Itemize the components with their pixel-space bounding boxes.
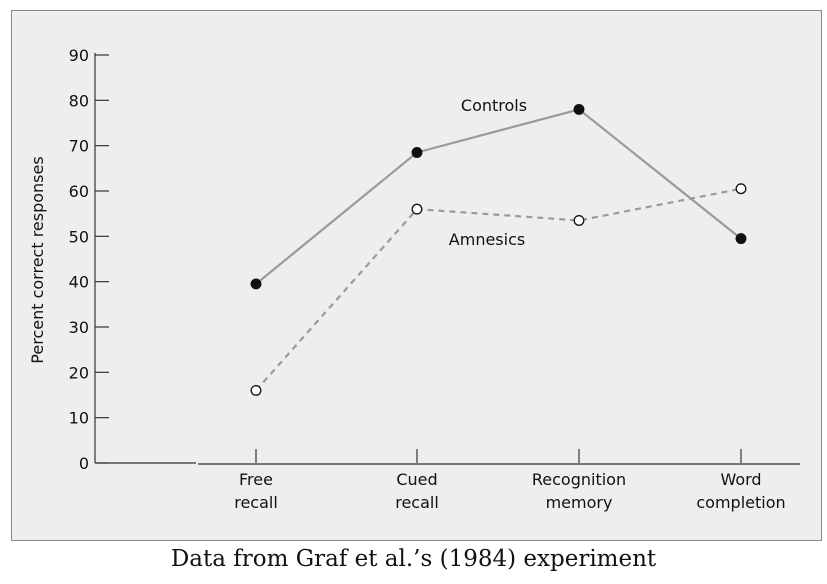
y-tick-label-0: 0	[79, 454, 89, 473]
y-tick-label-40: 40	[69, 273, 89, 292]
y-tick-label-80: 80	[69, 91, 89, 110]
point-controls-1	[411, 147, 423, 158]
y-tick-label-90: 90	[69, 46, 89, 65]
figure-caption: Data from Graf et al.’s (1984) experimen…	[170, 546, 657, 572]
x-category-label-2-1: memory	[546, 493, 613, 512]
point-amnesics-3	[735, 183, 747, 195]
x-category-label-0-1: recall	[234, 493, 278, 512]
chart-labels: 0 10 20 30 40 50 60 70 80 90 Percent correct respo…	[28, 46, 786, 512]
x-category-label-0-0: Free	[239, 470, 273, 489]
y-tick-label-20: 20	[69, 363, 89, 382]
point-controls-3	[735, 233, 747, 245]
x-category-label-1-1: recall	[395, 493, 439, 512]
y-tick-label-60: 60	[69, 182, 89, 201]
y-tick-label-30: 30	[69, 318, 89, 337]
y-axis-title: Percent correct responses	[28, 156, 47, 363]
series-line-controls	[255, 108, 742, 285]
series-lines	[255, 108, 742, 392]
y-tick-label-70: 70	[69, 137, 89, 156]
x-category-label-3-1: completion	[696, 493, 785, 512]
point-amnesics-0	[250, 385, 262, 396]
point-amnesics-2	[573, 215, 585, 226]
series-points	[250, 103, 747, 396]
line-chart: 0 10 20 30 40 50 60 70 80 90 Percent correct respo…	[28, 46, 800, 512]
point-amnesics-1	[411, 203, 423, 215]
y-tick-label-10: 10	[69, 409, 89, 428]
y-tick-label-50: 50	[69, 227, 89, 246]
series-line-amnesics	[255, 187, 742, 392]
point-controls-0	[250, 278, 262, 290]
x-category-label-3-0: Word	[720, 470, 761, 489]
series-label-controls: Controls	[461, 96, 527, 115]
x-category-label-2-0: Recognition	[532, 470, 626, 489]
point-controls-2	[573, 103, 585, 115]
series-label-amnesics: Amnesics	[449, 230, 525, 249]
x-category-label-1-0: Cued	[396, 470, 437, 489]
axes	[94, 53, 800, 465]
